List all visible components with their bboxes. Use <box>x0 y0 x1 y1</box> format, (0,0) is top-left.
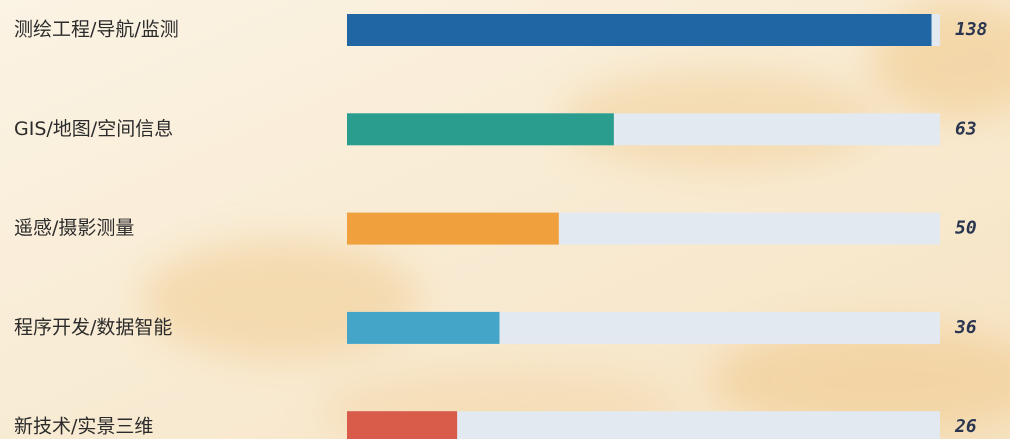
category-label: 测绘工程/导航/监测 <box>14 19 179 41</box>
value-label: 50 <box>955 218 977 239</box>
bar <box>347 411 457 439</box>
category-label: 新技术/实景三维 <box>14 416 153 438</box>
bar <box>347 312 499 344</box>
bar <box>347 213 559 245</box>
bar <box>347 113 614 145</box>
bar <box>347 14 932 46</box>
value-label: 63 <box>955 118 977 139</box>
value-label: 36 <box>954 317 977 338</box>
category-label: GIS/地图/空间信息 <box>14 118 173 140</box>
chart: 测绘工程/导航/监测 138 GIS/地图/空间信息 63 遥感/摄影测量 50 程序开发/… <box>0 0 1010 439</box>
value-label: 138 <box>955 19 988 40</box>
category-label: 遥感/摄影测量 <box>14 217 134 239</box>
value-label: 26 <box>954 416 977 437</box>
category-label: 程序开发/数据智能 <box>14 316 172 338</box>
